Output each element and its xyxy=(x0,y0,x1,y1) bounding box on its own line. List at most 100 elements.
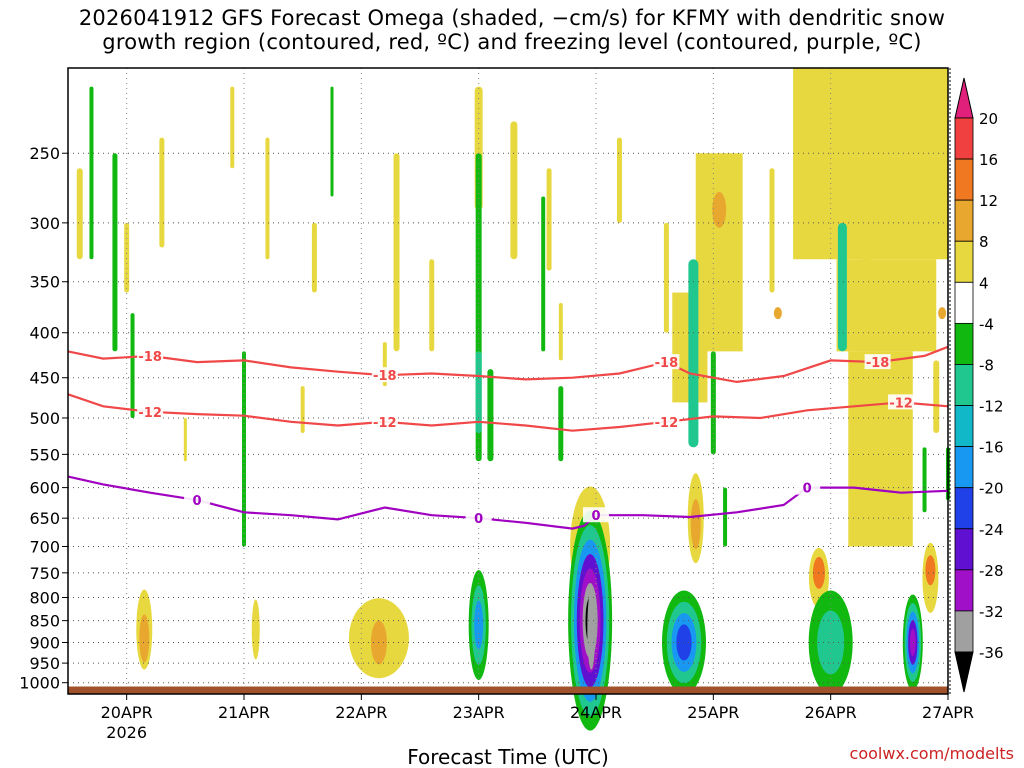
contour-line xyxy=(67,475,949,530)
x-tick-label: 23APR xyxy=(453,703,505,722)
ascent-cell-25apr xyxy=(676,624,692,661)
colorbar-box xyxy=(954,322,974,365)
colorbar-box xyxy=(954,158,974,201)
yellow-streak xyxy=(933,360,940,433)
yellow-streak xyxy=(311,222,317,293)
green-streak xyxy=(922,447,927,513)
y-tick-label: 500 xyxy=(29,409,60,428)
colorbar-box xyxy=(954,487,974,530)
contour-label-bg xyxy=(137,403,164,419)
x-tick-label: 26APR xyxy=(805,703,857,722)
contour-label-bg xyxy=(864,354,891,370)
yellow-region xyxy=(836,259,937,352)
colorbar-label: -36 xyxy=(979,644,1004,662)
tan-patch xyxy=(773,307,782,320)
credit-link[interactable]: coolwx.com/modelts xyxy=(849,744,1014,763)
colorbar-box xyxy=(954,405,974,448)
green-streak xyxy=(89,86,94,260)
contour-label: 0 xyxy=(474,512,483,527)
yellow-streak xyxy=(124,222,130,293)
colorbar-label: -20 xyxy=(979,480,1004,498)
yellow-streak xyxy=(769,168,775,293)
y-tick-label: 800 xyxy=(29,588,60,607)
colorbar-box xyxy=(954,610,974,653)
ascent-core-gray xyxy=(587,589,596,670)
omega-shading xyxy=(76,68,950,731)
colorbar-label: -24 xyxy=(979,521,1004,539)
colorbar-box xyxy=(954,281,974,324)
y-tick-label: 350 xyxy=(29,273,60,292)
x-sublabel: 2026 xyxy=(106,723,147,742)
yellow-streak xyxy=(663,222,669,333)
contour-label: -12 xyxy=(373,416,397,431)
yellow-streak xyxy=(558,302,563,361)
contour-label-bg xyxy=(371,367,398,383)
colorbar-label: 12 xyxy=(979,192,998,210)
contour-label: -18 xyxy=(655,356,679,371)
colorbar-label: 16 xyxy=(979,151,998,169)
contour-label: -12 xyxy=(655,416,679,431)
x-tick-label: 27APR xyxy=(922,703,974,722)
colorbar-label: -12 xyxy=(979,398,1004,416)
contour-label-bg xyxy=(653,413,680,429)
colorbar-label: -16 xyxy=(979,439,1004,457)
y-tick-label: 850 xyxy=(29,612,60,631)
contour-label: -12 xyxy=(889,396,913,411)
colorbar-label: -28 xyxy=(979,562,1004,580)
green-streak xyxy=(112,153,118,352)
colorbar-label: -4 xyxy=(979,315,994,333)
ascent-cell-26apr xyxy=(817,610,845,675)
green-streak xyxy=(541,196,546,352)
y-tick-label: 1000 xyxy=(19,674,60,693)
x-tick-label: 22APR xyxy=(335,703,387,722)
yellow-streak xyxy=(159,137,165,248)
contour-line xyxy=(67,393,949,432)
x-tick-label: 24APR xyxy=(570,703,622,722)
title-line-1: 2026041912 GFS Forecast Omega (shaded, −… xyxy=(78,6,946,30)
teal-column xyxy=(475,351,482,433)
colorbar-box xyxy=(954,240,974,283)
y-tick-label: 450 xyxy=(29,369,60,388)
colorbar-box xyxy=(954,364,974,406)
yellow-streak xyxy=(76,168,83,260)
yellow-streak xyxy=(230,86,235,169)
chart-title: 2026041912 GFS Forecast Omega (shaded, −… xyxy=(0,6,1024,54)
green-streak xyxy=(487,369,494,462)
ground-surface xyxy=(68,686,948,694)
yellow-streak xyxy=(300,386,305,433)
tan-lowlevel xyxy=(690,499,701,550)
yellow-streak xyxy=(510,121,518,260)
yellow-streak xyxy=(265,137,270,260)
colorbar-bottom-triangle xyxy=(954,651,974,693)
contour-label-bg xyxy=(371,413,398,429)
y-tick-label: 900 xyxy=(29,633,60,652)
ascent-cell-23apr xyxy=(474,600,484,650)
y-tick-label: 600 xyxy=(29,479,60,498)
tan-lowlevel xyxy=(139,614,150,663)
colorbar-box xyxy=(954,569,974,612)
y-tick-label: 950 xyxy=(29,654,60,673)
contour-label: -18 xyxy=(138,350,162,365)
yellow-region xyxy=(848,351,913,547)
contour-label-bg xyxy=(583,507,609,523)
y-tick-label: 750 xyxy=(29,564,60,583)
tan-patch xyxy=(712,191,727,228)
contour-label-bg xyxy=(888,394,915,410)
yellow-lowlevel xyxy=(251,599,260,660)
contour-label-bg xyxy=(794,479,821,495)
colorbar: 20 16 12 8 4 -4 -8 -12 -16 -20 -24 -28 -32 -36 xyxy=(954,77,1004,693)
title-line-2: growth region (contoured, red, ºC) and f… xyxy=(102,30,922,54)
yellow-streak xyxy=(429,259,435,352)
green-streak xyxy=(723,487,728,547)
colorbar-label: -8 xyxy=(979,356,994,374)
colorbar-box xyxy=(954,199,974,242)
teal-column xyxy=(688,259,699,448)
ascent-cell-27apr xyxy=(909,628,916,657)
y-tick-label: 700 xyxy=(29,537,60,556)
colorbar-label: 8 xyxy=(979,233,989,251)
x-tick-label: 25APR xyxy=(687,703,739,722)
contour-label: 0 xyxy=(591,509,600,524)
colorbar-label: 20 xyxy=(979,110,998,128)
contour-label: -18 xyxy=(373,369,397,384)
